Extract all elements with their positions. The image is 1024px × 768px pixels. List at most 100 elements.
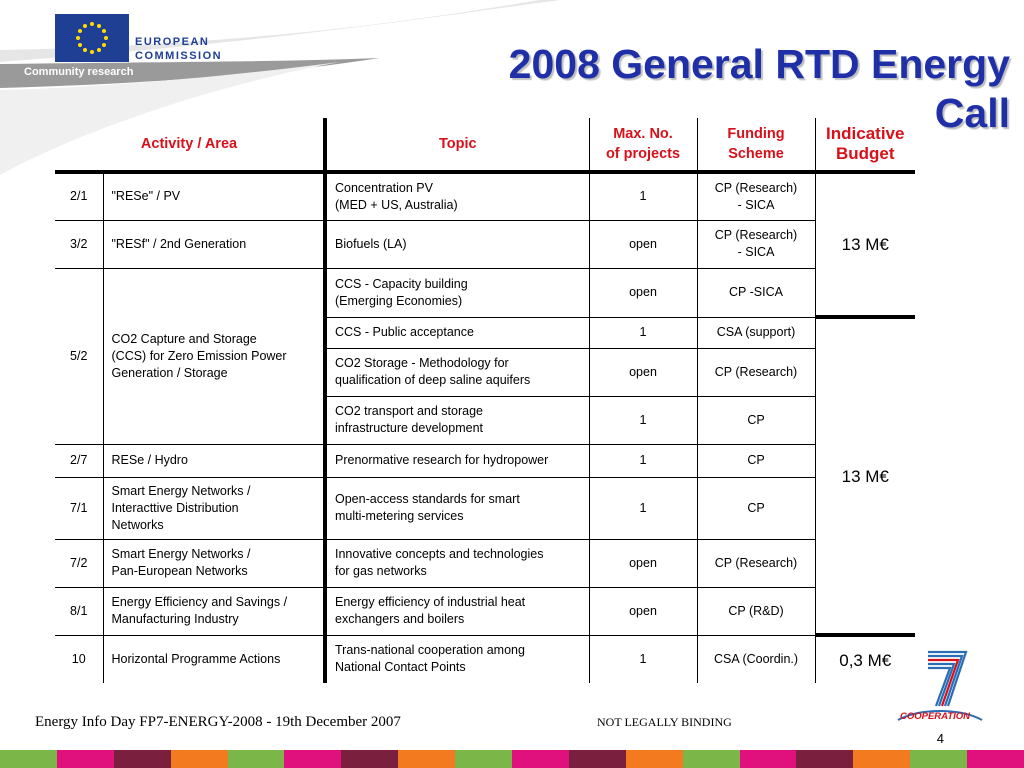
footer-event-label: Energy Info Day FP7-ENERGY-2008 - 19th D… [35,714,401,730]
strip-segment [796,750,854,768]
page-number: 4 [936,731,944,746]
strip-segment [56,750,114,768]
row-funding: CSA (support) [696,316,816,349]
row-topic: CCS - Capacity building (Emerging Economi… [323,267,590,318]
table-row: 2/1 "RESe" / PV Concentration PV (MED + U… [55,171,915,319]
row-funding: CP (Research) [696,538,816,588]
row-max-projects: open [588,219,698,269]
strip-segment [455,750,513,768]
strip-segment [853,750,911,768]
table-header-row: Activity / Area Topic Max. No. of project… [55,118,915,174]
strip-segment [0,750,57,768]
row-max-projects: open [588,538,698,588]
table-row: 2/7 RESe / Hydro Prenormative research f… [55,443,915,478]
header-indicative-budget: Indicative Budget [814,118,915,174]
row-max-projects: 1 [588,171,698,221]
strip-segment [170,750,228,768]
row-max-projects: 1 [588,316,698,349]
row-max-projects: open [588,347,698,397]
row-funding: CP (R&D) [696,586,816,636]
row-max-projects: 1 [588,634,698,683]
row-number: 5/2 [55,267,104,445]
table-row: CO2 transport and storage infrastructure … [55,395,915,445]
row-max-projects: 1 [588,476,698,540]
budget-group-2: 13 M€ [814,316,915,637]
eu-logo: EUROPEAN COMMISSION [55,14,221,74]
row-number: 3/2 [55,219,104,269]
row-number: 7/1 [55,476,104,540]
table-row: 8/1 Energy Efficiency and Savings / Manuf… [55,586,915,636]
eu-logo-line2: COMMISSION [135,50,223,62]
bottom-color-strip [0,750,1024,768]
strip-segment [284,750,342,768]
budget-group-3: 0,3 M€ [814,634,915,683]
row-activity: Energy Efficiency and Savings / Manufactu… [102,586,326,636]
row-topic: Energy efficiency of industrial heat exch… [323,586,590,636]
table-row: 10 Horizontal Programme Actions Trans-na… [55,634,915,683]
header-max-projects: Max. No. of projects [588,118,698,174]
header-funding-scheme: Funding Scheme [696,118,816,174]
header-activity: Activity / Area [55,118,326,174]
fp7-cooperation-label: COOPERATION [900,711,971,722]
row-activity: "RESe" / PV [102,171,326,221]
strip-segment [512,750,569,768]
slide-title-line2: Call [934,90,1010,136]
row-funding: CP (Research) - SICA [696,171,816,221]
row-funding: CP [696,395,816,445]
row-funding: CP [696,476,816,540]
row-topic: CO2 Storage - Methodology for qualificati… [323,347,590,397]
strip-segment [227,750,285,768]
footer-disclaimer: NOT LEGALLY BINDING [597,715,732,729]
row-funding: CP -SICA [696,267,816,318]
strip-segment [341,750,399,768]
eu-flag-icon [55,14,129,62]
row-topic: Concentration PV (MED + US, Australia) [323,171,590,221]
row-topic: CO2 transport and storage infrastructure … [323,395,590,445]
row-max-projects: open [588,586,698,636]
row-funding: CP [696,443,816,478]
strip-segment [568,750,626,768]
row-topic: CCS - Public acceptance [323,316,590,349]
row-funding: CP (Research) - SICA [696,219,816,269]
community-research-label: Community research [24,66,134,78]
row-activity: CO2 Capture and Storage (CCS) for Zero Em… [102,267,326,445]
row-number: 10 [55,634,104,683]
row-activity: Smart Energy Networks / Interacttive Dist… [102,476,326,540]
eu-logo-line1: EUROPEAN [135,36,210,48]
header-topic: Topic [323,118,590,174]
table-row: 5/2 CO2 Capture and Storage (CCS) for Zer… [55,267,915,445]
row-max-projects: 1 [588,443,698,478]
slide-title-line1: 2008 General RTD Energy [508,41,1010,87]
slide-title: 2008 General RTD Energy Call [410,40,1010,138]
row-funding: CP (Research) [696,347,816,397]
row-activity: Smart Energy Networks / Pan-European Netw… [102,538,326,588]
row-max-projects: open [588,267,698,318]
row-number: 8/1 [55,586,104,636]
table-row: 3/2 "RESf" / 2nd Generation Biofuels (LA… [55,219,915,269]
row-topic: Prenormative research for hydropower [323,443,590,478]
budget-group-1: 13 M€ [814,171,915,319]
row-funding: CSA (Coordin.) [696,634,816,683]
row-max-projects: 1 [588,395,698,445]
table-row: 7/2 Smart Energy Networks / Pan-European … [55,538,915,588]
strip-segment [967,750,1024,768]
row-number: 2/1 [55,171,104,221]
strip-segment [398,750,456,768]
strip-segment [625,750,683,768]
row-topic: Biofuels (LA) [323,219,590,269]
strip-segment [910,750,968,768]
table-row: 7/1 Smart Energy Networks / Interacttive … [55,476,915,540]
row-number: 2/7 [55,443,104,478]
table-row: CCS - Public acceptance 1 CSA (support) … [55,316,915,637]
strip-segment [113,750,171,768]
header-swoosh [0,0,560,175]
row-topic: Innovative concepts and technologies for … [323,538,590,588]
row-topic: Trans-national cooperation among National… [323,634,590,683]
strip-segment [739,750,797,768]
energy-call-table: Activity / Area Topic Max. No. of project… [55,118,915,683]
fp7-cooperation-logo-icon [897,650,983,721]
row-activity: Horizontal Programme Actions [102,634,326,683]
row-activity: RESe / Hydro [102,443,326,478]
row-topic: Open-access standards for smart multi-met… [323,476,590,540]
strip-segment [682,750,740,768]
